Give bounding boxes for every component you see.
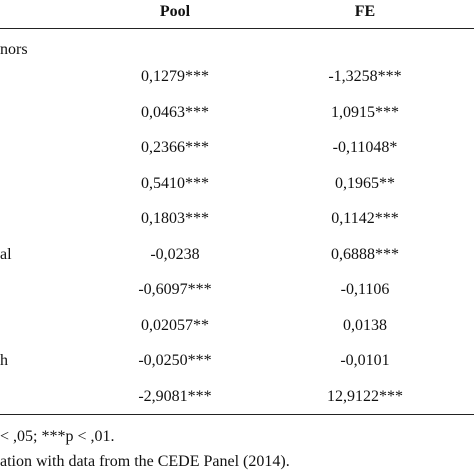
header-fe: FE: [354, 3, 376, 20]
pool-value: 0,1803***: [141, 210, 209, 227]
note: ation with data from the CEDE Panel (201…: [0, 453, 290, 470]
fe-value: -0,1106: [340, 281, 390, 298]
note: < ,05; ***p < ,01.: [0, 428, 115, 445]
fe-value: 0,1142***: [331, 210, 399, 227]
pool-value: -0,0250***: [138, 352, 212, 369]
header-pool: Pool: [159, 3, 191, 20]
fe-value: 1,0915***: [331, 103, 399, 121]
fe-value: 12,9122***: [327, 387, 403, 405]
fe-value: -0,0101: [340, 352, 390, 369]
pool-value: 0,5410***: [141, 174, 209, 192]
fe-value: 0,1965**: [335, 174, 395, 192]
pool-value: 0,1279***: [141, 68, 209, 85]
row-label: h: [0, 352, 8, 369]
bottom-rule: [0, 414, 474, 415]
fe-value: 0,6888***: [331, 245, 399, 263]
pool-value: 0,0463***: [141, 103, 209, 121]
pool-value: -0,0238: [150, 245, 200, 263]
fe-value: -0,11048*: [332, 139, 398, 156]
section-label: nors: [0, 41, 28, 58]
pool-value: -0,6097***: [138, 281, 212, 298]
pool-value: 0,02057**: [141, 316, 209, 334]
fe-value: 0,0138: [343, 316, 387, 334]
pool-value: -2,9081***: [138, 387, 212, 405]
pool-value: 0,2366***: [141, 139, 209, 156]
header-rule: [0, 28, 474, 29]
fe-value: -1,3258***: [328, 68, 402, 85]
row-label: al: [0, 245, 12, 263]
